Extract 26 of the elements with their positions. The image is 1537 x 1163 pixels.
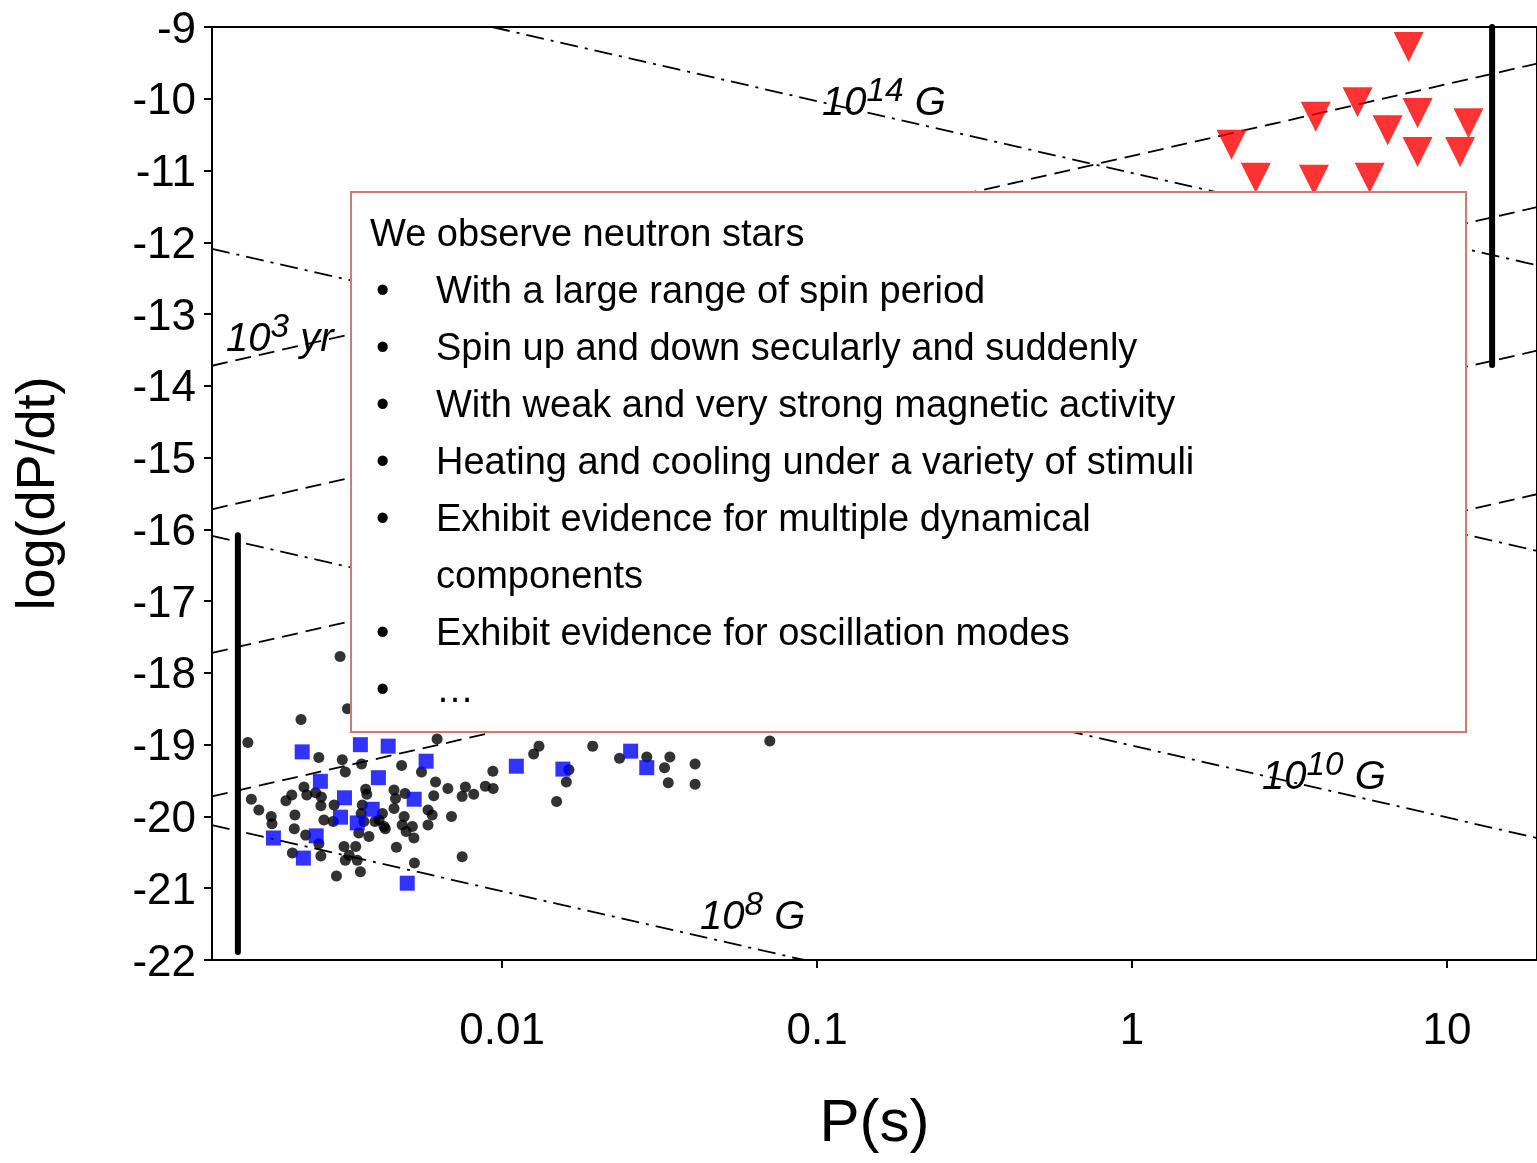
y-tick-label: -10 [132, 74, 196, 124]
note-box: We observe neutron stars • With a large range of spin period • Spin up and down secularly and suddenly • With weak and very strong magnetic activity • Heating and cooling under a variety of stimuli • Exhibit evidence for multiple dynamical components • Exhibit evidence for oscillation modes • … [350, 191, 1467, 733]
x-tick-label: 1 [1119, 1003, 1145, 1053]
x-tick-label: 0.1 [786, 1003, 848, 1053]
y-tick-label: -21 [132, 863, 196, 913]
y-tick-label: -15 [132, 433, 196, 483]
y-axis-title: log(dP/dt) [5, 376, 65, 611]
annotation: 10$^{8}$ G [700, 884, 806, 940]
x-tick-label: 0.01 [459, 1003, 545, 1053]
y-tick-label: -14 [132, 361, 196, 411]
y-tick-label: -18 [132, 648, 196, 698]
x-tick-label: 10 [1422, 1003, 1472, 1053]
annotation: 10$^{3}$ yr [226, 306, 334, 362]
y-tick-label: -20 [132, 791, 196, 841]
y-tick-label: -9 [156, 2, 196, 52]
y-tick-label: -17 [132, 576, 196, 626]
y-tick-label: -19 [132, 720, 196, 770]
y-tick-label: -16 [132, 504, 196, 554]
x-axis-title: P(s) [819, 1086, 930, 1154]
y-tick-label: -12 [132, 217, 196, 267]
y-tick-label: -11 [135, 146, 196, 196]
annotation: We observe neutron stars [370, 211, 806, 256]
y-tick-label: -13 [132, 289, 196, 339]
y-tick-label: -22 [132, 935, 196, 985]
annotation: 10$^{14}$ G [822, 70, 946, 126]
annotation: 10$^{10}$ G [1262, 744, 1386, 800]
